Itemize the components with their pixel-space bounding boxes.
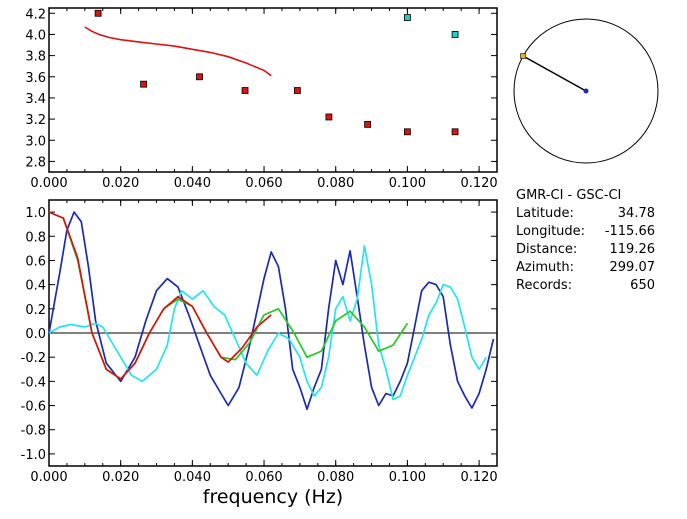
bottom-x-tick-label: 0.120 [460,470,497,485]
x-axis-label: frequency (Hz) [203,486,343,508]
bottom-y-tick-label: 0.0 [25,327,46,342]
bottom-x-tick-label: 0.040 [174,470,211,485]
info-stations: GMR-CI - GSC-CI [516,188,621,203]
data-point [293,87,301,94]
top-x-tick-label: 0.040 [174,176,211,191]
correlation-chart: 0.000 0.020 0.040 0.060 0.080 0.100 0.120 1.0 0.… [21,199,498,508]
top-y-tick-label: 3.4 [25,92,46,107]
data-point [451,31,459,38]
top-x-tick-label: 0.100 [389,176,426,191]
info-distance-value: 119.26 [610,242,656,257]
info-distance-label: Distance: [516,242,577,257]
info-latitude-value: 34.78 [618,206,655,221]
bottom-x-tick-label: 0.060 [245,470,282,485]
bottom-y-tick-label: 0.4 [25,279,46,294]
azimuth-circle [513,18,659,164]
info-latitude-label: Latitude: [516,206,574,221]
bottom-x-tick-label: 0.000 [30,470,67,485]
info-longitude-label: Longitude: [516,224,585,239]
top-y-tick-label: 3.0 [25,134,46,149]
data-point [325,113,333,121]
dispersion-curve [84,26,272,77]
info-longitude-value: -115.66 [605,224,655,239]
station-marker [520,53,526,59]
series-line-2 [48,245,487,401]
top-x-tick-label: 0.020 [102,176,139,191]
bottom-y-tick-label: -0.6 [21,400,46,415]
bottom-y-tick-label: -0.8 [21,424,46,439]
data-point [140,80,148,88]
top-x-tick-label: 0.120 [460,176,497,191]
data-point [241,87,249,94]
info-azimuth-value: 299.07 [610,260,656,275]
top-y-tick-label: 3.2 [25,113,46,128]
bottom-x-tick-label: 0.020 [102,470,139,485]
top-y-tick-label: 4.2 [25,7,46,22]
data-point [94,9,102,17]
bottom-y-tick-label: -1.0 [21,448,46,463]
bottom-y-tick-label: 0.2 [25,303,46,318]
data-point [451,128,459,136]
azimuth-diagram [513,18,659,164]
bottom-y-tick-label: 0.8 [25,230,46,245]
bottom-y-tick-label: -0.2 [21,351,46,366]
data-point [196,73,203,81]
top-frame [48,7,498,173]
info-azimuth-label: Azimuth: [516,260,574,275]
bottom-y-tick-label: 0.6 [25,254,46,269]
info-records-value: 650 [630,278,655,293]
series-line-3 [48,211,409,380]
top-x-tick-label: 0.000 [30,176,67,191]
top-x-tick-label: 0.080 [317,176,354,191]
info-records-label: Records: [516,278,572,293]
top-y-tick-label: 4.0 [25,28,46,43]
bottom-y-tick-label: 1.0 [25,206,46,221]
top-y-tick-label: 3.8 [25,50,46,65]
bottom-x-tick-label: 0.100 [389,470,426,485]
info-panel: GMR-CI - GSC-CI Latitude: 34.78 Longitud… [516,188,655,293]
series-line-1 [48,211,495,411]
data-point [403,128,411,136]
center-marker [583,88,589,94]
azimuth-line [522,55,587,92]
dispersion-chart: 0.000 0.020 0.040 0.060 0.080 0.100 0.120 2.8 3.… [25,7,498,191]
bottom-y-tick-label: -0.4 [21,375,46,390]
series-line-4 [48,211,272,380]
top-y-tick-label: 3.6 [25,71,46,86]
data-point [403,14,411,21]
top-x-tick-label: 0.060 [245,176,282,191]
top-y-tick-label: 2.8 [25,155,46,170]
data-point [364,120,372,128]
bottom-x-tick-label: 0.080 [317,470,354,485]
